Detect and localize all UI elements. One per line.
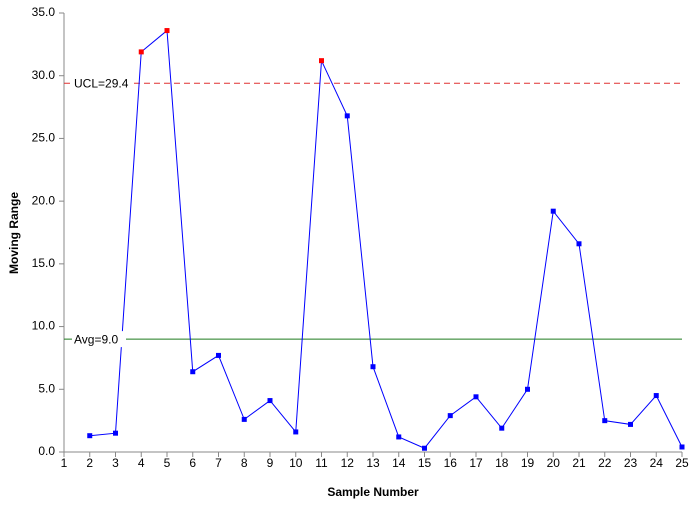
y-tick-label: 10.0 bbox=[32, 319, 56, 333]
x-tick-label: 16 bbox=[444, 456, 458, 470]
data-point bbox=[370, 364, 376, 370]
x-tick-label: 6 bbox=[189, 456, 196, 470]
x-tick-label: 13 bbox=[366, 456, 380, 470]
x-tick-label: 15 bbox=[418, 456, 432, 470]
data-point bbox=[499, 425, 505, 431]
x-tick-label: 9 bbox=[267, 456, 274, 470]
data-point bbox=[216, 352, 221, 358]
y-tick-label: 30.0 bbox=[32, 68, 56, 82]
data-point bbox=[396, 434, 402, 440]
data-point bbox=[602, 418, 608, 424]
data-point bbox=[138, 49, 144, 55]
x-tick-label: 19 bbox=[521, 456, 535, 470]
data-point bbox=[576, 241, 582, 247]
x-tick-label: 11 bbox=[315, 456, 328, 470]
data-point bbox=[525, 386, 530, 392]
data-point bbox=[319, 58, 324, 64]
y-tick-label: 15.0 bbox=[32, 256, 56, 270]
y-tick-label: 20.0 bbox=[32, 193, 56, 207]
x-tick-label: 21 bbox=[572, 456, 586, 470]
data-point bbox=[679, 444, 685, 450]
data-point bbox=[241, 416, 247, 422]
data-point bbox=[164, 28, 170, 34]
ucl-label-bg bbox=[72, 75, 134, 92]
x-tick-label: 12 bbox=[341, 456, 355, 470]
data-point bbox=[190, 369, 196, 375]
x-tick-label: 4 bbox=[138, 456, 145, 470]
x-tick-label: 10 bbox=[289, 456, 303, 470]
data-point bbox=[344, 113, 350, 119]
x-tick-label: 24 bbox=[650, 456, 664, 470]
x-tick-label: 18 bbox=[495, 456, 509, 470]
x-axis-title: Sample Number bbox=[327, 485, 419, 499]
data-point bbox=[447, 413, 453, 419]
data-point bbox=[473, 394, 479, 400]
data-point bbox=[267, 398, 273, 404]
x-tick-label: 14 bbox=[392, 456, 406, 470]
avg-label: Avg=9.0 bbox=[74, 332, 118, 346]
x-tick-label: 17 bbox=[469, 456, 483, 470]
data-point bbox=[113, 430, 118, 436]
x-tick-label: 1 bbox=[61, 456, 68, 470]
data-point bbox=[550, 208, 556, 214]
data-point bbox=[87, 433, 93, 439]
x-tick-label: 23 bbox=[624, 456, 638, 470]
avg-label-bg bbox=[72, 331, 126, 348]
y-axis-title: Moving Range bbox=[7, 192, 21, 274]
x-tick-label: 7 bbox=[215, 456, 222, 470]
x-tick-label: 25 bbox=[675, 456, 689, 470]
y-tick-label: 5.0 bbox=[38, 381, 55, 395]
data-point bbox=[628, 421, 633, 427]
y-tick-label: 35.0 bbox=[32, 5, 56, 19]
x-tick-label: 22 bbox=[598, 456, 612, 470]
data-point bbox=[293, 429, 299, 435]
x-tick-label: 8 bbox=[241, 456, 248, 470]
y-tick-label: 25.0 bbox=[32, 131, 56, 145]
x-tick-label: 2 bbox=[86, 456, 93, 470]
x-tick-label: 3 bbox=[112, 456, 119, 470]
data-point bbox=[653, 393, 659, 399]
series-line bbox=[89, 29, 683, 449]
x-tick-label: 20 bbox=[547, 456, 561, 470]
ucl-label: UCL=29.4 bbox=[74, 76, 129, 90]
data-point bbox=[422, 445, 427, 451]
y-tick-label: 0.0 bbox=[38, 444, 55, 458]
x-tick-label: 5 bbox=[164, 456, 171, 470]
